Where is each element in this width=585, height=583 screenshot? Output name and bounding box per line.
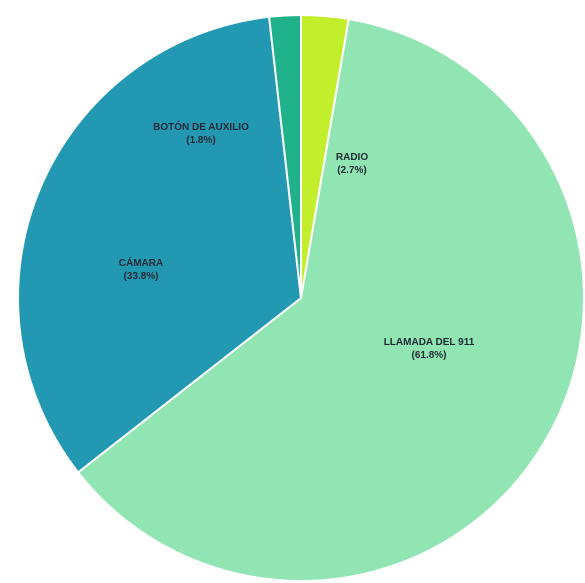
pie-slice-llamada-del-911 [76,17,585,582]
pie-slice-label: RADIO (2.7%) [336,152,368,176]
pie-slice-label: LLAMADA DEL 911 (61.8%) [384,337,475,361]
slice-category-label: CÁMARA [119,256,163,269]
pie-slice-cámara [17,15,303,474]
pie-slice-label: BOTÓN DE AUXILIO (1.8%) [153,120,249,146]
slice-category-label: BOTÓN DE AUXILIO [153,120,249,133]
pie-slice-label: CÁMARA (33.8%) [119,256,163,282]
pie-slices [17,13,585,582]
pie-labels: RADIO (2.7%) LLAMADA DEL 911 (61.8%) CÁMARA (… [119,120,475,361]
slice-percent-label: (61.8%) [411,350,446,361]
slice-percent-label: (2.7%) [337,165,366,176]
slice-percent-label: (1.8%) [186,135,215,146]
slice-category-label: RADIO [336,152,368,163]
pie-slice-botón-de-auxilio [267,13,302,299]
slice-percent-label: (33.8%) [123,271,158,282]
slice-category-label: LLAMADA DEL 911 [384,337,475,348]
